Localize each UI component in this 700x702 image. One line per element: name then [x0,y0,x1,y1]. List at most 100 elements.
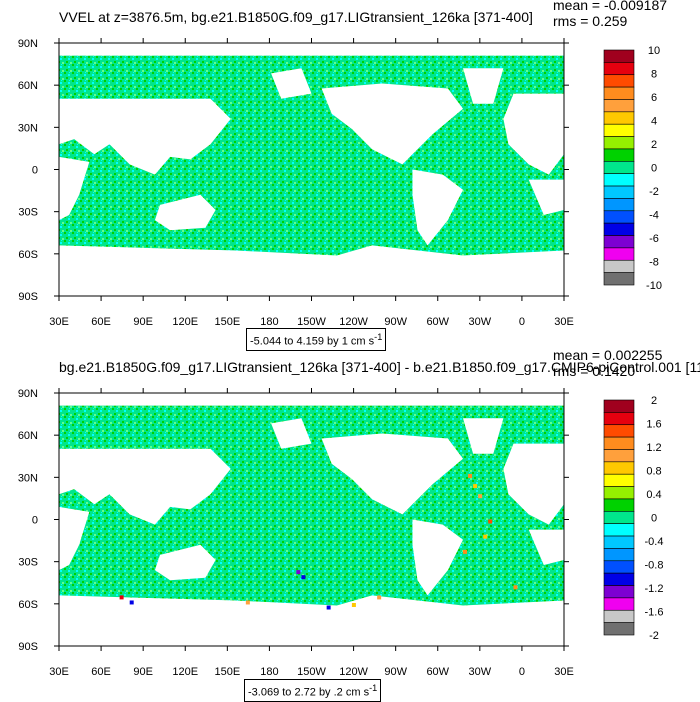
y-tick-label: 90S [18,641,38,653]
x-tick-label: 120W [339,666,368,678]
y-tick-label: 60S [18,599,38,611]
x-tick-label: 120E [172,316,198,328]
colorbar-label: -0.8 [645,560,664,572]
colorbar-label: 0 [651,163,657,175]
colorbar-swatch [603,622,635,636]
x-tick-label: 0 [519,316,525,328]
colorbar-swatch [603,461,635,475]
x-tick-label: 90W [384,316,407,328]
x-tick-label: 30E [49,666,69,678]
y-tick-label: 0 [32,165,38,177]
colorbar-swatch [603,111,635,125]
colorbar-swatch [603,511,635,524]
x-tick-label: 30E [49,316,69,328]
x-tick-label: 30E [554,316,574,328]
x-tick-label: 150W [297,316,326,328]
colorbar-swatch [603,523,635,537]
x-tick-label: 150W [297,666,326,678]
colorbar-swatch [603,247,635,261]
colorbar-label: 1.6 [646,419,661,431]
x-tick-label: 120E [172,666,198,678]
colorbar-label: -4 [649,210,659,222]
range-label-bottom: -3.069 to 2.72 by .2 cm s-1 [244,679,382,702]
colorbar-swatch [603,136,635,150]
colorbar-label: -1.6 [645,607,664,619]
colorbar-swatch [603,399,635,413]
y-tick-label: 60S [18,249,38,261]
y-tick-label: 60N [18,430,38,442]
colorbar: 10 8 6 4 2 0 -2 -4 -6 -8 -10 [603,45,662,292]
y-tick-label: 30S [18,207,38,219]
colorbar-swatch [603,560,635,574]
rms-label: rms = 0.259 [553,13,628,29]
land-mask [59,393,564,646]
colorbar: 2 1.6 1.2 0.8 0.4 0 -0.4 -0.8 -1.2 -1.6 -2 [603,395,664,642]
y-tick-label: 90S [18,291,38,303]
colorbar-swatch [603,161,635,174]
colorbar-swatch [603,235,635,249]
x-tick-label: 30E [554,666,574,678]
range-label-top: -5.044 to 4.159 by 1 cm s-1 [246,328,387,351]
y-tick-label: 30N [18,472,38,484]
colorbar-swatch [603,210,635,224]
x-tick-label: 60W [426,666,449,678]
chart-title: bg.e21.B1850G.f09_g17.LIGtransient_126ka… [59,359,700,375]
mean-label: mean = -0.009187 [553,0,667,13]
chart-panel-1: 30E 60E 90E 120E 150E 180 150W 120W 90W 60W 30W 0 30… [18,0,667,328]
mean-label: mean = 0.002255 [553,347,663,363]
colorbar-swatch [603,585,635,599]
colorbar-swatch [603,148,635,162]
colorbar-swatch [603,62,635,76]
x-tick-label: 90W [384,666,407,678]
colorbar-swatch [603,173,635,187]
colorbar-swatch [603,185,635,199]
colorbar-swatch [603,86,635,100]
colorbar-swatch [603,198,635,212]
colorbar-swatch [603,449,635,463]
colorbar-label: 0 [651,513,657,525]
colorbar-label: 1.2 [646,442,661,454]
colorbar-swatch [603,572,635,586]
colorbar-label: -2 [649,630,659,642]
x-tick-label: 30W [469,316,492,328]
y-tick-label: 30S [18,557,38,569]
colorbar-swatch [603,424,635,438]
colorbar-swatch [603,272,635,286]
colorbar-swatch [603,74,635,88]
x-tick-label: 60E [91,666,111,678]
x-tick-label: 60E [91,316,111,328]
colorbar-swatch [603,412,635,426]
colorbar-swatch [603,597,635,611]
y-tick-label: 0 [32,515,38,527]
y-tick-label: 30N [18,122,38,134]
colorbar-label: 10 [648,45,660,57]
colorbar-label: 4 [651,116,657,128]
colorbar-label: -2 [649,186,659,198]
x-tick-label: 30W [469,666,492,678]
colorbar-swatch [603,486,635,500]
x-tick-label: 0 [519,666,525,678]
x-tick-label: 60W [426,316,449,328]
x-tick-label: 90E [133,666,153,678]
colorbar-label: 8 [651,69,657,81]
colorbar-label: -10 [646,280,662,292]
colorbar-label: -1.2 [645,583,664,595]
chart-title: VVEL at z=3876.5m, bg.e21.B1850G.f09_g17… [59,9,533,25]
x-tick-label: 180 [260,666,278,678]
colorbar-swatch [603,548,635,562]
rms-label: rms = 0.1420 [553,363,635,379]
colorbar-label: 2 [651,139,657,151]
x-tick-label: 120W [339,316,368,328]
colorbar-label: -6 [649,233,659,245]
colorbar-swatch [603,609,635,623]
x-tick-label: 90E [133,316,153,328]
y-tick-label: 90N [18,388,38,400]
colorbar-swatch [603,123,635,137]
colorbar-swatch [603,259,635,273]
colorbar-label: 2 [651,395,657,407]
colorbar-swatch [603,99,635,113]
chart-panel-2: 30E 60E 90E 120E 150E 180 150W 120W 90W 60W 30W 0 30… [18,347,700,678]
colorbar-label: -8 [649,257,659,269]
colorbar-label: -0.4 [645,536,664,548]
